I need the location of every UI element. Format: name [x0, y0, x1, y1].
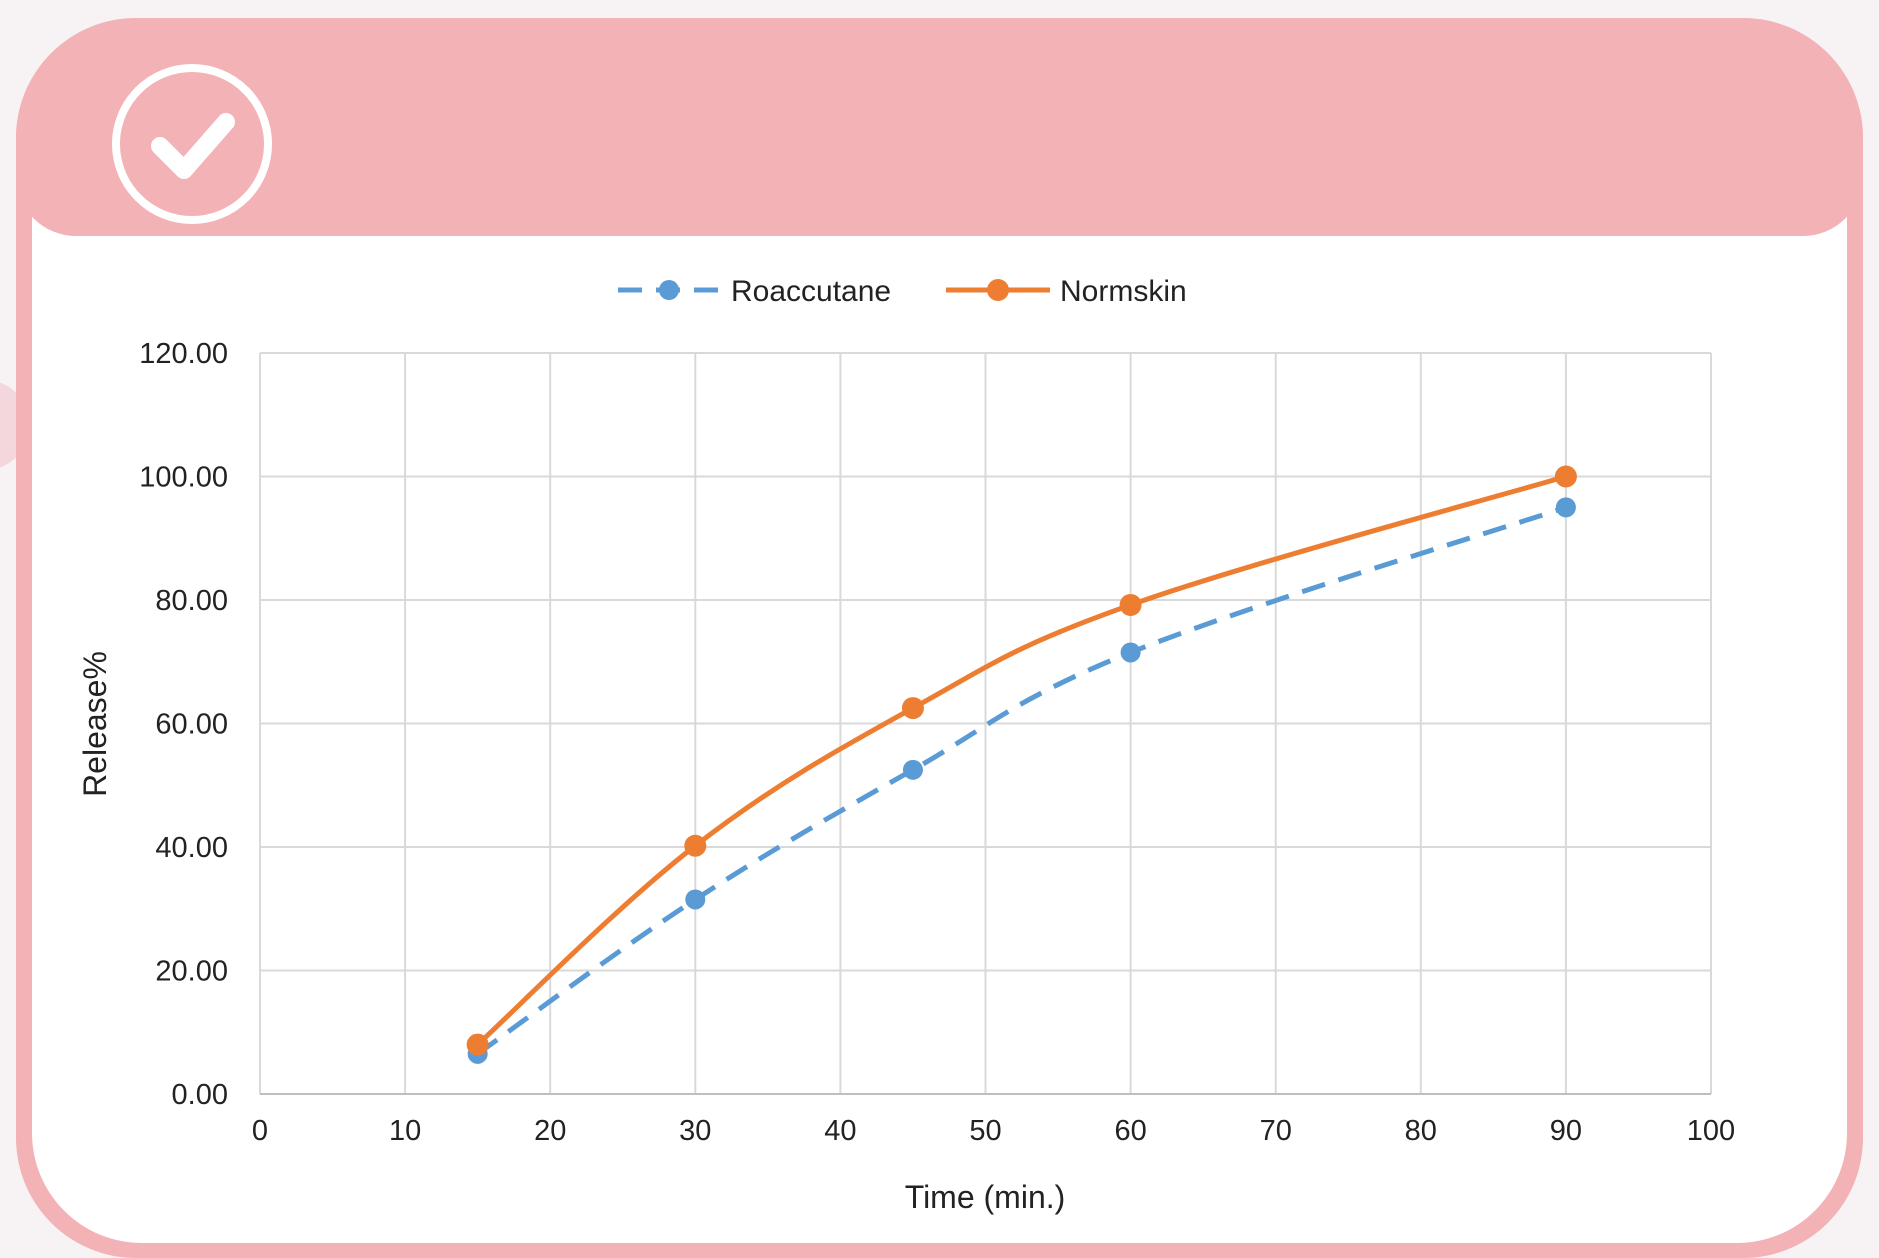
- x-tick-label: 50: [969, 1115, 1001, 1147]
- data-point-normskin: [466, 1033, 489, 1056]
- data-point-roaccutane: [902, 759, 923, 780]
- x-tick-label: 30: [679, 1115, 711, 1147]
- x-tick-label: 60: [1114, 1115, 1146, 1147]
- y-tick-label: 100.00: [139, 462, 228, 494]
- x-tick-label: 80: [1405, 1115, 1437, 1147]
- data-point-normskin: [901, 697, 924, 720]
- series-line-roaccutane: [476, 505, 1567, 1056]
- y-axis-title: Release%: [77, 651, 113, 797]
- x-axis-ticks: 0 10 20 30 40 50 60 70 80 90 100: [252, 1115, 1735, 1147]
- data-point-roaccutane: [1555, 497, 1576, 518]
- x-tick-label: 0: [252, 1115, 268, 1147]
- y-tick-label: 0.00: [172, 1079, 228, 1111]
- y-tick-label: 40.00: [155, 832, 228, 864]
- y-tick-label: 80.00: [155, 585, 228, 617]
- y-tick-label: 120.00: [139, 338, 228, 370]
- data-point-roaccutane: [685, 889, 706, 910]
- x-tick-label: 40: [824, 1115, 856, 1147]
- x-tick-label: 90: [1550, 1115, 1582, 1147]
- check-icon: [112, 64, 272, 224]
- x-axis-title: Time (min.): [905, 1179, 1066, 1215]
- data-point-normskin: [1554, 465, 1577, 488]
- legend-marker-normskin: [987, 279, 1009, 301]
- legend-marker-roaccutane: [659, 280, 679, 300]
- y-axis-ticks: 0.00 20.00 40.00 60.00 80.00 100.00 120.00: [139, 338, 228, 1111]
- data-point-normskin: [1119, 593, 1142, 616]
- y-tick-label: 60.00: [155, 709, 228, 741]
- check-mark: [151, 113, 235, 179]
- x-tick-label: 20: [534, 1115, 566, 1147]
- chart-card: [16, 18, 1863, 1258]
- legend-label-roaccutane: Roaccutane: [731, 275, 891, 308]
- series-group: [466, 465, 1577, 1064]
- x-tick-label: 100: [1687, 1115, 1735, 1147]
- x-tick-label: 10: [389, 1115, 421, 1147]
- data-point-roaccutane: [1120, 642, 1141, 663]
- series-line-normskin: [475, 474, 1567, 1047]
- x-tick-label: 70: [1260, 1115, 1292, 1147]
- card-header: [16, 18, 1863, 236]
- legend: Roaccutane Normskin: [618, 275, 1187, 308]
- legend-label-normskin: Normskin: [1060, 275, 1187, 308]
- grid: [259, 352, 1712, 1095]
- data-point-normskin: [684, 834, 707, 857]
- y-tick-label: 20.00: [155, 956, 228, 988]
